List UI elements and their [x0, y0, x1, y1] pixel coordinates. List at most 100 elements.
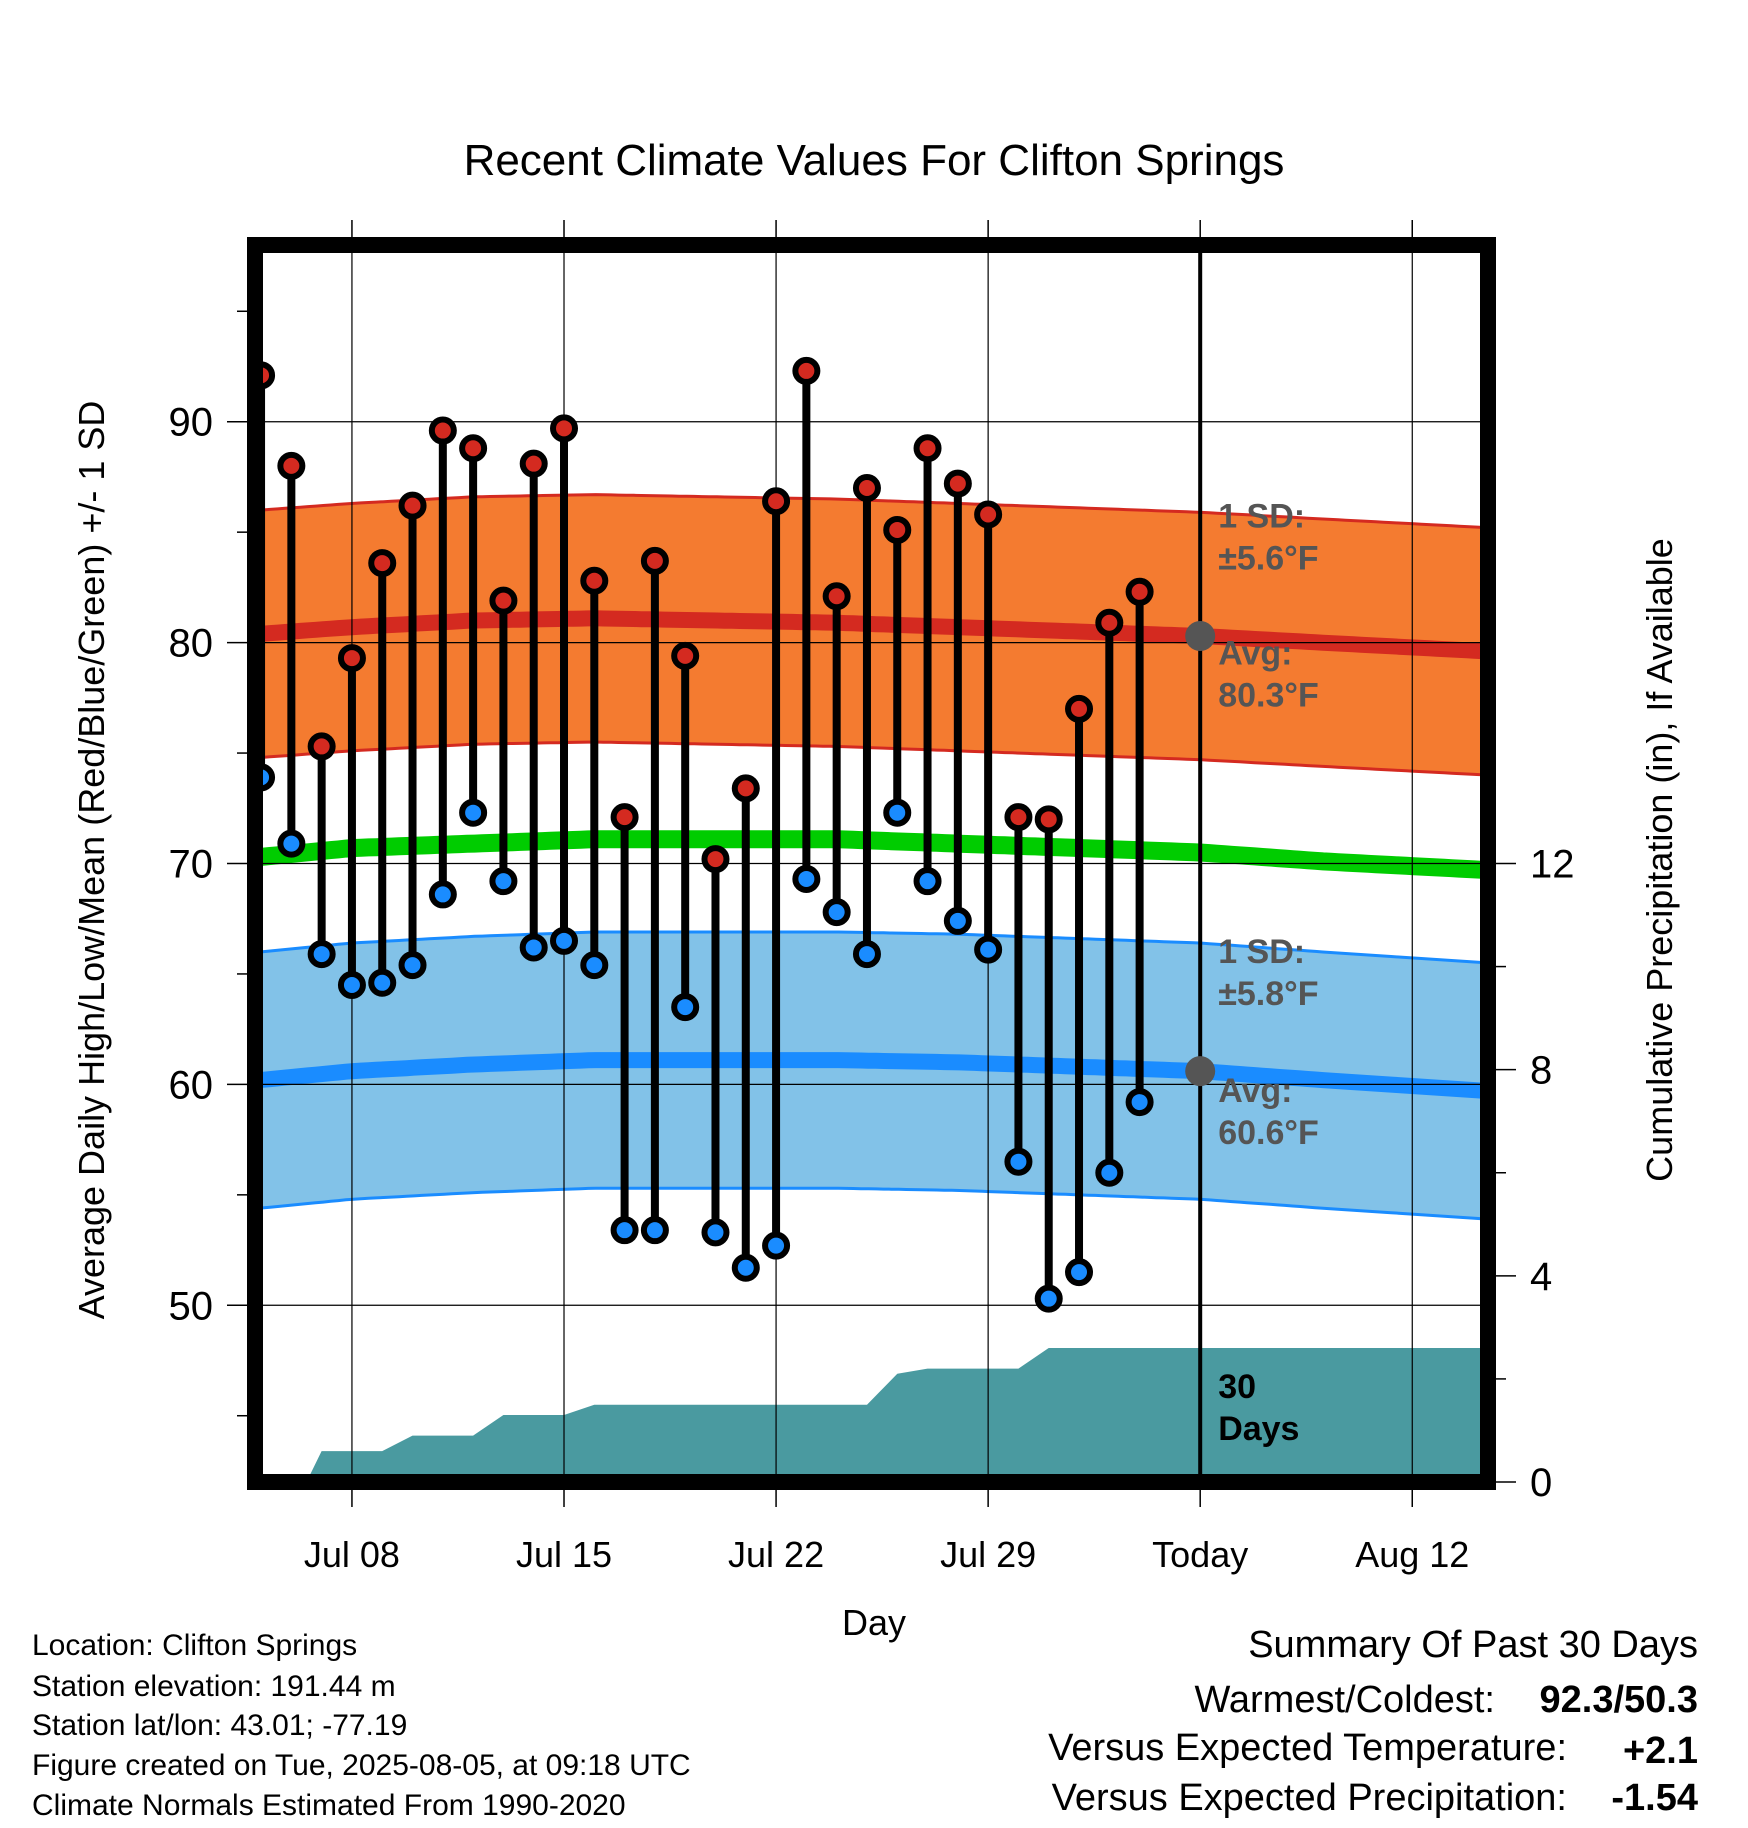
observed-high-point [1095, 608, 1124, 637]
precip-area [306, 1348, 1488, 1482]
observed-low-point [792, 864, 821, 893]
today-high-avg-marker [1185, 620, 1216, 651]
y2-tick-label: 0 [1530, 1461, 1552, 1505]
y2-tick-label: 4 [1530, 1255, 1552, 1299]
observed-high-point [762, 487, 791, 516]
y-tick-label: 70 [169, 843, 214, 887]
low-sd-band [255, 932, 1482, 1219]
observed-high-point [671, 641, 700, 670]
precip-annotation: Days [1218, 1410, 1299, 1448]
observed-high-point [1034, 805, 1063, 834]
observed-high-point [459, 434, 488, 463]
observed-low-point [1034, 1284, 1063, 1313]
observed-low-point [368, 968, 397, 997]
high-sd-annotation: ±5.6°F [1218, 540, 1318, 578]
x-tick-label: Jul 08 [304, 1534, 400, 1575]
observed-low-point [489, 867, 518, 896]
summary-warm-cold-label: Warmest/Coldest: [1194, 1679, 1495, 1721]
observed-high-point [368, 549, 397, 578]
y-axis-label-right: Cumulative Precipitation (in), If Availa… [1639, 538, 1680, 1182]
observed-low-point [459, 798, 488, 827]
footer-normals: Climate Normals Estimated From 1990-2020 [32, 1789, 626, 1822]
low-sd-annotation: 1 SD: [1218, 933, 1305, 971]
observed-low-point [610, 1216, 639, 1245]
observed-high-point [1004, 803, 1033, 832]
plot-interior: 1 SD: ±5.6°F Avg: 80.3°F 1 SD: ±5.8°F Avg: 60.6… [255, 245, 1488, 1482]
footer-elevation: Station elevation: 191.44 m [32, 1670, 396, 1703]
observed-high-point [822, 582, 851, 611]
observed-low-point [428, 880, 457, 909]
x-axis-label: Day [842, 1602, 906, 1643]
observed-low-point [943, 906, 972, 935]
observed-low-point [731, 1253, 760, 1282]
plot-frame [247, 237, 1496, 1490]
observed-high-point [428, 416, 457, 445]
observed-high-point [550, 414, 579, 443]
summary-precip-value: -1.54 [1611, 1777, 1698, 1819]
observed-low-point [1095, 1158, 1124, 1187]
observed-high-point [913, 434, 942, 463]
low-sd-lower-edge [255, 1186, 1482, 1221]
observed-low-point [398, 951, 427, 980]
observed-high-point [852, 473, 881, 502]
observed-low-point [974, 935, 1003, 964]
observed-high-point [640, 546, 669, 575]
observed-low-point [1004, 1147, 1033, 1176]
summary-panel: Summary Of Past 30 Days Warmest/Coldest:… [1048, 1624, 1698, 1819]
observed-high-point [974, 500, 1003, 529]
observed-low-point [519, 933, 548, 962]
observed-low-point [822, 898, 851, 927]
x-tick-label: Jul 29 [940, 1534, 1036, 1575]
observed-high-point [307, 732, 336, 761]
summary-warm-cold-value: 92.3/50.3 [1540, 1679, 1698, 1721]
observed-high-point [337, 644, 366, 673]
observed-high-point [701, 845, 730, 874]
observed-high-point [1065, 694, 1094, 723]
y-tick-label: 50 [169, 1284, 214, 1328]
y-axis-label-left: Average Daily High/Low/Mean (Red/Blue/Gr… [71, 401, 112, 1320]
summary-precip-label: Versus Expected Precipitation: [1052, 1777, 1567, 1819]
y2-tick-label: 8 [1530, 1049, 1552, 1093]
observed-low-point [580, 951, 609, 980]
observed-high-point [943, 469, 972, 498]
low-avg-annotation: 60.6°F [1218, 1114, 1319, 1152]
observed-low-point [337, 970, 366, 999]
low-normal-line [255, 1052, 1483, 1099]
observed-high-point [883, 515, 912, 544]
observed-high-point [519, 449, 548, 478]
observed-low-point [852, 940, 881, 969]
high-avg-annotation: 80.3°F [1218, 677, 1319, 715]
observed-low-point [277, 829, 306, 858]
summary-temp-label: Versus Expected Temperature: [1048, 1727, 1567, 1769]
observed-high-point [277, 451, 306, 480]
observed-low-point [762, 1231, 791, 1260]
observed-low-point [883, 798, 912, 827]
observed-high-point [610, 803, 639, 832]
observed-low-point [671, 993, 700, 1022]
summary-heading: Summary Of Past 30 Days [1248, 1624, 1698, 1666]
today-low-avg-marker [1185, 1056, 1216, 1087]
observed-low-point [1125, 1088, 1154, 1117]
y-tick-label: 90 [169, 401, 214, 445]
observed-high-point [792, 356, 821, 385]
low-avg-annotation: Avg: [1218, 1072, 1292, 1110]
y2-tick-label: 12 [1530, 843, 1575, 887]
footer-created: Figure created on Tue, 2025-08-05, at 09… [32, 1749, 691, 1782]
high-sd-annotation: 1 SD: [1218, 498, 1305, 536]
footer-info: Location: Clifton Springs Station elevat… [32, 1629, 691, 1822]
x-tick-label: Jul 22 [728, 1534, 824, 1575]
x-tick-label: Jul 15 [516, 1534, 612, 1575]
observed-high-point [580, 566, 609, 595]
y-tick-label: 80 [169, 622, 214, 666]
footer-latlon: Station lat/lon: 43.01; -77.19 [32, 1709, 407, 1742]
chart-title: Recent Climate Values For Clifton Spring… [464, 136, 1285, 185]
observed-low-point [913, 867, 942, 896]
x-tick-label: Today [1152, 1534, 1248, 1575]
observed-low-point [550, 926, 579, 955]
observed-low-point [701, 1218, 730, 1247]
footer-location: Location: Clifton Springs [32, 1629, 357, 1662]
precip-annotation: 30 [1218, 1368, 1256, 1406]
high-avg-annotation: Avg: [1218, 635, 1292, 673]
y-tick-label: 60 [169, 1063, 214, 1107]
